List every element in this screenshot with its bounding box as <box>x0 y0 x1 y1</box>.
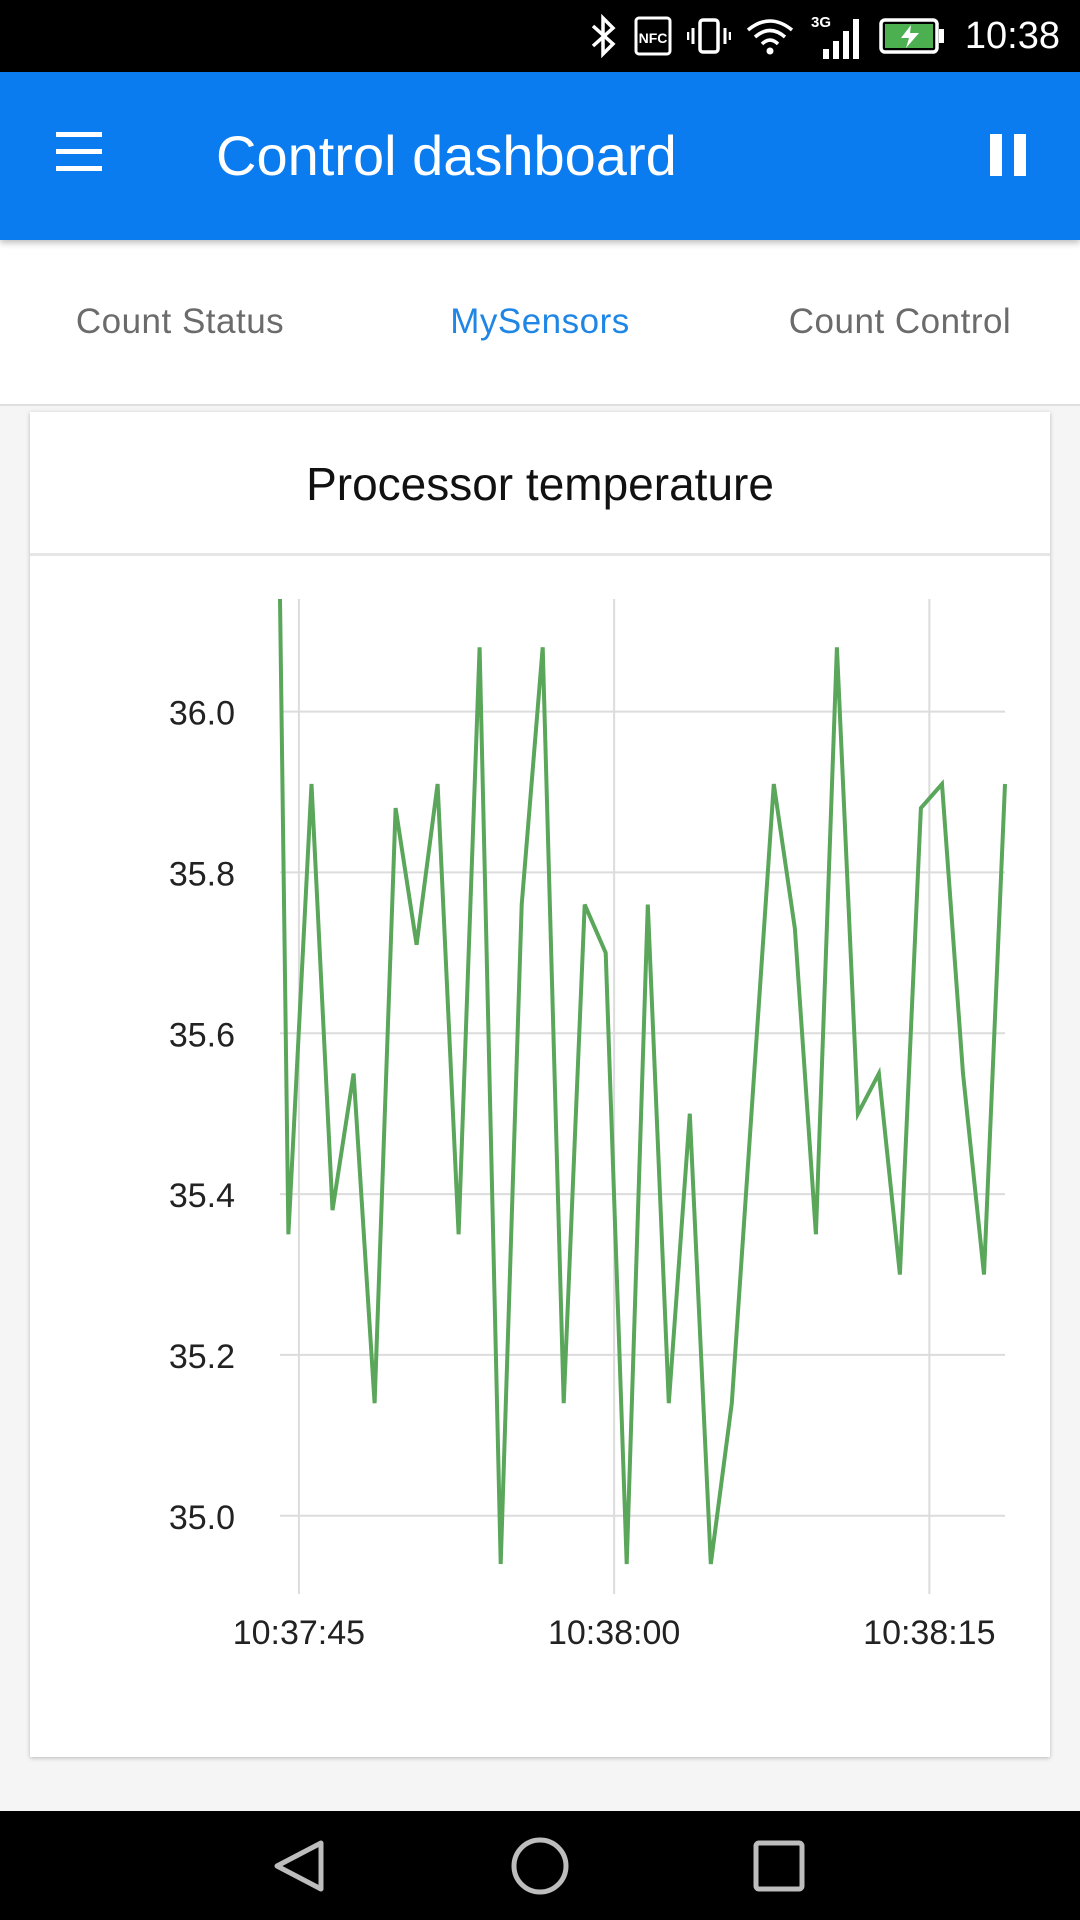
data-point <box>416 944 417 945</box>
data-point <box>857 1113 858 1114</box>
x-tick-label: 10:37:45 <box>233 1614 365 1652</box>
data-point <box>395 808 396 809</box>
home-nav-icon[interactable] <box>495 1823 585 1909</box>
chart-card: Processor temperature 35.0 35.2 35.4 35.6 35… <box>30 412 1050 1757</box>
data-point <box>500 1564 501 1565</box>
navigation-bar <box>0 1811 1080 1920</box>
data-point <box>626 1564 627 1565</box>
status-time: 10:38 <box>964 14 1060 57</box>
hamburger-menu-icon[interactable] <box>46 124 112 184</box>
data-point <box>437 783 438 784</box>
data-point <box>280 599 281 600</box>
data-point <box>332 1210 333 1211</box>
data-point <box>479 647 480 648</box>
y-tick-label: 35.0 <box>169 1499 235 1537</box>
tab-count-status[interactable]: Count Status <box>75 302 285 341</box>
chart-area: 35.0 35.2 35.4 35.6 35.8 36.0 10:37:45 10:38:00… <box>30 559 1050 1659</box>
wifi-icon <box>746 19 794 55</box>
x-tick-label: 10:38:15 <box>863 1614 995 1652</box>
data-point <box>647 904 648 905</box>
tab-bar: Count Status MySensors Count Control <box>0 240 1080 406</box>
card-title: Processor temperature <box>30 412 1050 556</box>
data-point <box>353 1073 354 1074</box>
status-icons: NFC 3G 10:38 <box>589 0 1060 72</box>
tab-mysensors[interactable]: MySensors <box>450 302 630 341</box>
svg-text:3G: 3G <box>811 14 831 31</box>
nfc-icon: NFC <box>634 16 672 56</box>
data-point <box>941 783 942 784</box>
status-bar: NFC 3G 10:38 <box>0 0 1080 72</box>
data-point <box>311 783 312 784</box>
data-point <box>542 647 543 648</box>
data-point <box>815 1234 816 1235</box>
data-point <box>899 1274 900 1275</box>
y-tick-label: 35.8 <box>169 855 235 893</box>
x-tick-label: 10:38:00 <box>548 1614 680 1652</box>
data-point <box>731 1403 732 1404</box>
temperature-chart: 35.0 35.2 35.4 35.6 35.8 36.0 10:37:45 10:38:00… <box>169 598 1007 1652</box>
data-point <box>563 1403 564 1404</box>
y-tick-label: 35.6 <box>169 1016 235 1054</box>
signal-3g-icon: 3G <box>811 14 859 59</box>
pause-icon[interactable] <box>976 124 1040 184</box>
data-point <box>521 904 522 905</box>
y-tick-label: 36.0 <box>169 695 235 733</box>
data-point <box>710 1564 711 1565</box>
app-bar: Control dashboard <box>0 72 1080 240</box>
data-point <box>794 928 795 929</box>
app-title: Control dashboard <box>216 124 677 187</box>
data-point <box>1005 783 1006 784</box>
data-point <box>458 1234 459 1235</box>
battery-charging-icon <box>879 18 944 54</box>
data-point <box>836 647 837 648</box>
data-point <box>773 783 774 784</box>
vibrate-icon <box>686 18 731 54</box>
svg-text:NFC: NFC <box>639 30 668 46</box>
data-point <box>689 1113 690 1114</box>
data-point <box>983 1274 984 1275</box>
y-tick-label: 35.2 <box>169 1338 235 1376</box>
data-point <box>374 1403 375 1404</box>
temperature-series-line <box>278 598 1007 1565</box>
data-point <box>962 1073 963 1074</box>
data-point <box>605 952 606 953</box>
y-tick-label: 35.4 <box>169 1177 235 1215</box>
recents-nav-icon[interactable] <box>734 1823 824 1909</box>
data-point <box>288 1234 289 1235</box>
data-point <box>878 1073 879 1074</box>
bluetooth-icon <box>591 14 616 58</box>
back-nav-icon[interactable] <box>255 1823 345 1909</box>
data-point <box>584 904 585 905</box>
data-point <box>668 1403 669 1404</box>
tab-count-control[interactable]: Count Control <box>788 302 1012 341</box>
data-point <box>920 808 921 809</box>
